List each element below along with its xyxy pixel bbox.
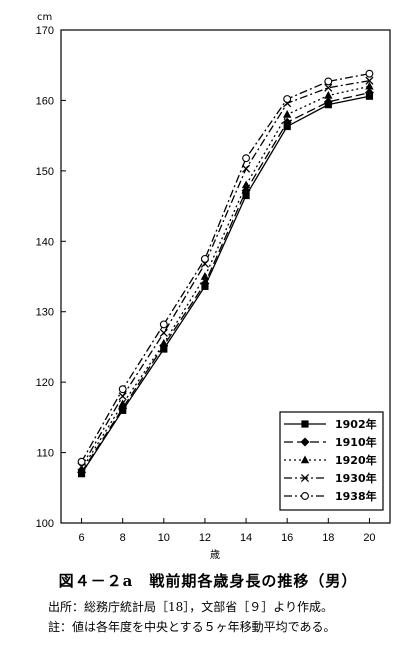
circle-marker <box>324 77 333 86</box>
x-marker <box>242 164 251 173</box>
x-marker <box>365 76 374 85</box>
series-line <box>81 95 370 475</box>
y-tick-label: 160 <box>36 95 54 107</box>
circle-marker <box>242 154 251 163</box>
legend-label: 1930年 <box>335 471 377 485</box>
series-2 <box>77 81 374 473</box>
circle-marker <box>301 492 309 500</box>
x-tick-label: 18 <box>322 532 334 544</box>
triangle-marker <box>118 399 127 408</box>
y-tick-label: 130 <box>36 307 54 319</box>
x-marker <box>159 328 168 337</box>
x-axis: 6 8 10 12 14 16 18 20 <box>79 518 376 544</box>
triangle-marker <box>300 455 310 464</box>
footnote: 註：値は各年度を中央とする５ヶ年移動平均である。 <box>48 620 336 634</box>
source-note: 出所：総務庁統計局［18］，文部省［９］より作成。 <box>48 600 334 614</box>
y-tick-label: 110 <box>36 448 54 460</box>
legend-label: 1938年 <box>335 489 377 503</box>
y-tick-label: 170 <box>36 25 54 37</box>
legend-label: 1902年 <box>335 417 377 431</box>
legend: 1902年 1910年 1920年 1930年 1938年 <box>279 411 384 511</box>
legend-box <box>279 411 384 511</box>
triangle-marker <box>77 464 86 473</box>
diamond-marker <box>364 88 374 98</box>
x-marker <box>300 473 310 483</box>
x-tick-label: 16 <box>281 532 293 544</box>
diamond-marker <box>200 279 210 289</box>
series-line <box>81 80 370 467</box>
y-tick-label: 120 <box>36 377 54 389</box>
legend-label: 1920年 <box>335 453 377 467</box>
series-4 <box>77 69 374 466</box>
x-tick-label: 8 <box>120 532 126 544</box>
diamond-marker <box>241 186 251 196</box>
x-tick-label: 20 <box>363 532 375 544</box>
circle-marker <box>283 95 292 103</box>
y-tick-label: 150 <box>36 166 54 178</box>
y-tick-label: 140 <box>36 236 54 248</box>
triangle-marker <box>282 110 292 118</box>
diamond-marker <box>282 117 292 127</box>
x-marker <box>324 83 333 92</box>
series-line <box>80 73 370 463</box>
x-axis-label: 歳 <box>210 549 220 560</box>
triangle-marker <box>365 81 374 90</box>
diamond-marker <box>300 437 310 447</box>
y-axis-unit: cm <box>37 12 52 23</box>
legend-label: 1910年 <box>335 435 377 449</box>
circle-marker <box>118 385 127 394</box>
square-marker <box>242 191 250 200</box>
plot-area <box>60 29 391 524</box>
x-tick-label: 14 <box>240 532 252 544</box>
y-tick-label: 100 <box>36 518 54 530</box>
x-tick-label: 10 <box>158 532 170 544</box>
series-line <box>81 92 370 473</box>
x-tick-label: 6 <box>79 532 85 544</box>
y-axis: 100 110 120 130 140 150 160 170 <box>36 25 66 530</box>
x-marker <box>118 392 127 401</box>
x-tick-label: 12 <box>199 532 211 544</box>
series-lines <box>77 69 374 478</box>
square-marker <box>301 420 309 428</box>
triangle-marker <box>159 338 169 347</box>
triangle-marker <box>200 272 210 280</box>
circle-marker <box>365 69 374 78</box>
triangle-marker <box>324 90 333 99</box>
circle-marker <box>159 320 168 329</box>
diamond-marker <box>323 97 333 107</box>
figure-title: 図４－２a 戦前期各歳身長の推移（男） <box>58 572 358 590</box>
triangle-marker <box>241 180 251 189</box>
circle-marker <box>77 457 86 466</box>
circle-marker <box>200 254 209 263</box>
